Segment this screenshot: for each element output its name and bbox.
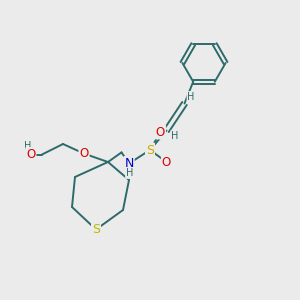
- Text: O: O: [156, 125, 165, 139]
- Text: S: S: [146, 143, 154, 157]
- Text: O: O: [162, 155, 171, 169]
- Text: O: O: [26, 148, 35, 161]
- Text: H: H: [126, 168, 133, 178]
- Text: H: H: [188, 92, 195, 102]
- Text: H: H: [171, 131, 178, 141]
- Text: S: S: [92, 223, 100, 236]
- Text: O: O: [80, 147, 88, 160]
- Text: H: H: [24, 141, 32, 151]
- Text: N: N: [124, 157, 134, 170]
